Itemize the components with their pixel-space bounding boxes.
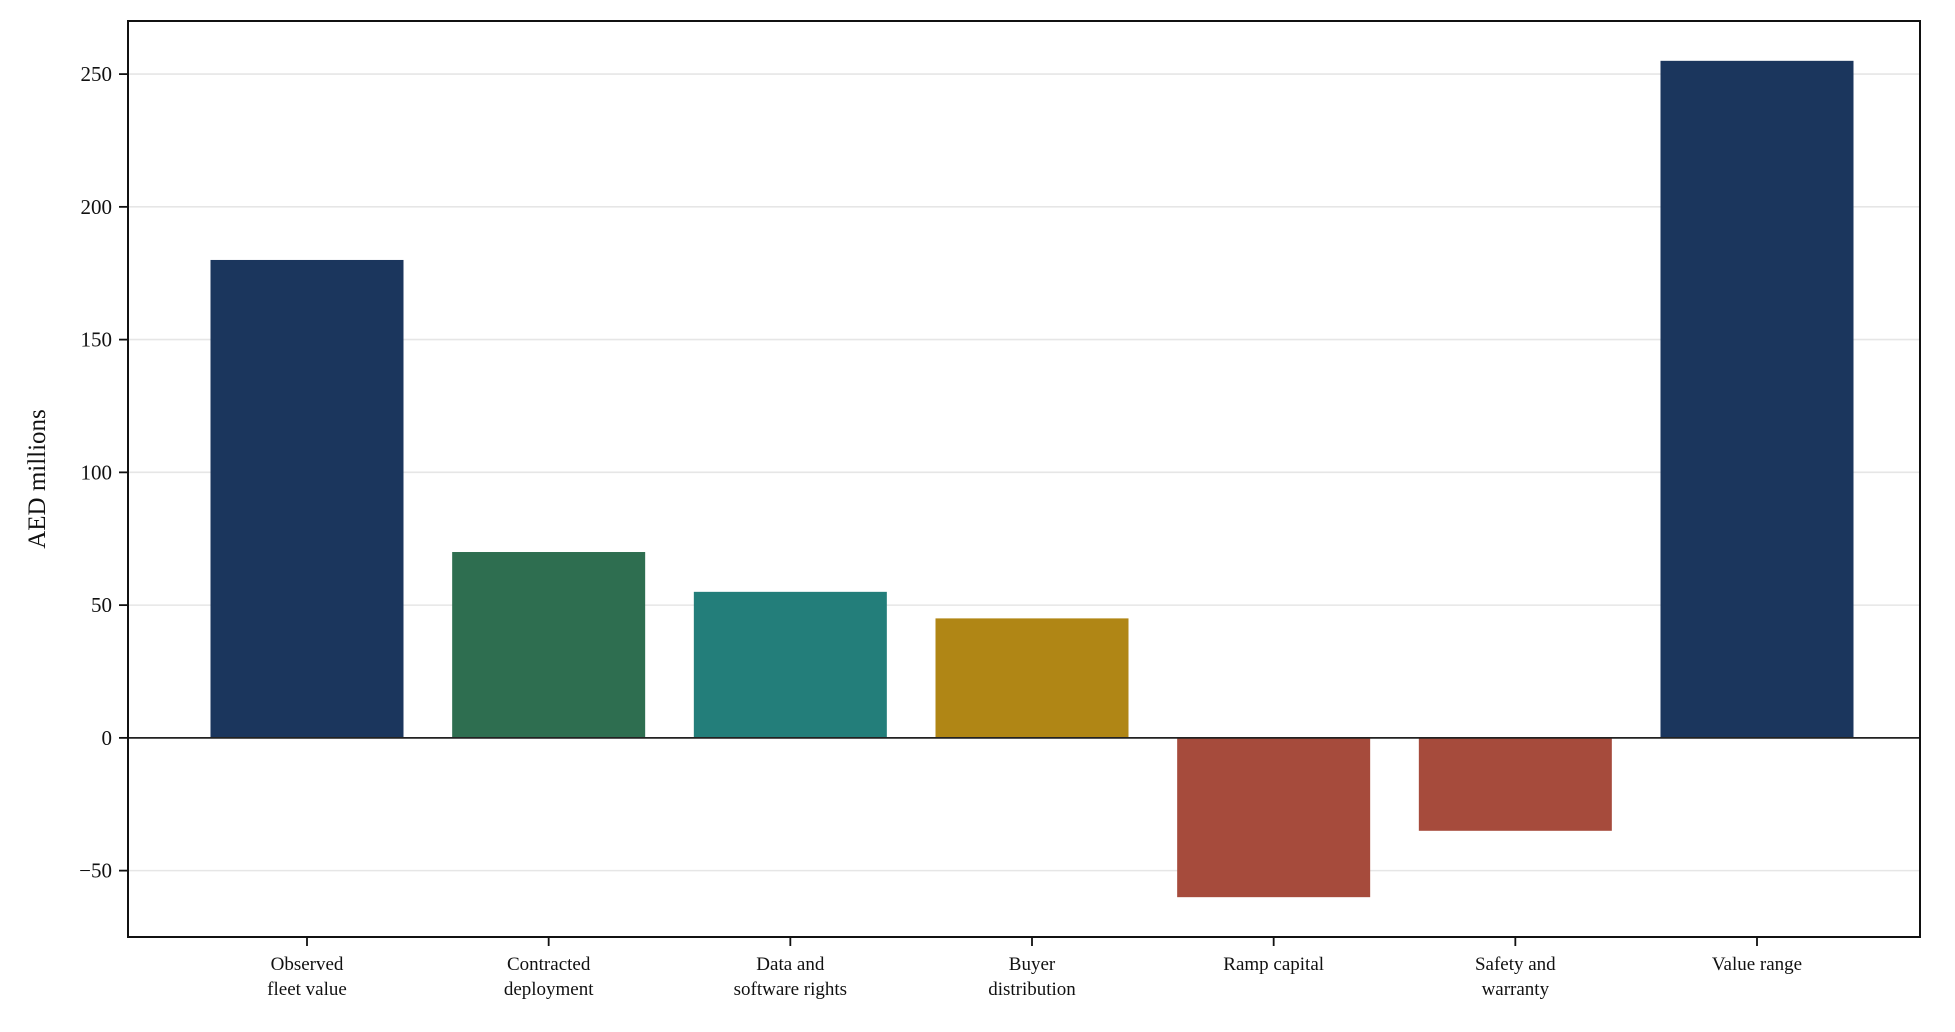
bar [210, 259, 404, 738]
x-tick-label-line: Data and [756, 954, 825, 975]
y-tick-label: 100 [81, 460, 113, 484]
x-tick-label-line: Value range [1712, 954, 1802, 975]
y-tick-label: −50 [79, 859, 112, 883]
plot-frame [127, 20, 1921, 938]
y-axis-title: AED millions [24, 409, 51, 549]
y-tick-label: 250 [81, 62, 113, 86]
y-tick-label: 200 [81, 195, 113, 219]
bar [1418, 737, 1612, 831]
x-tick-label-line: fleet value [267, 979, 347, 1000]
x-tick-label-line: software rights [734, 979, 847, 1000]
y-axis-ticks: −50 0 50 100 150 200 250 [79, 62, 128, 883]
bar [935, 618, 1129, 738]
x-tick-label-line: Safety and [1475, 954, 1556, 975]
x-axis-ticks: Observed fleet value Contracted deployment D… [267, 937, 1802, 1000]
x-tick-label: Safety and warranty [1475, 954, 1556, 1000]
bar [693, 591, 887, 738]
y-tick-label: 0 [102, 726, 113, 750]
x-tick-label: Buyer distribution [988, 954, 1076, 1000]
x-tick-label-line: deployment [504, 979, 594, 1000]
y-tick-label: 50 [91, 593, 112, 617]
x-tick-label: Contracted deployment [504, 954, 594, 1000]
x-tick-label-line: warranty [1482, 979, 1550, 1000]
x-tick-label-line: Buyer [1009, 954, 1056, 975]
x-tick-label-line: Ramp capital [1223, 954, 1324, 975]
x-tick-label: Observed fleet value [267, 954, 347, 1000]
y-tick-label: 150 [81, 328, 113, 352]
bar [1660, 60, 1854, 738]
bar [452, 552, 646, 738]
x-tick-label-line: distribution [988, 979, 1076, 1000]
bars [210, 60, 1854, 898]
x-tick-label: Ramp capital [1223, 954, 1324, 975]
x-tick-label: Value range [1712, 954, 1802, 975]
x-tick-label-line: Contracted [507, 954, 591, 975]
x-tick-label-line: Observed [271, 954, 344, 975]
x-tick-label: Data and software rights [734, 954, 847, 1000]
bar [1177, 737, 1371, 898]
